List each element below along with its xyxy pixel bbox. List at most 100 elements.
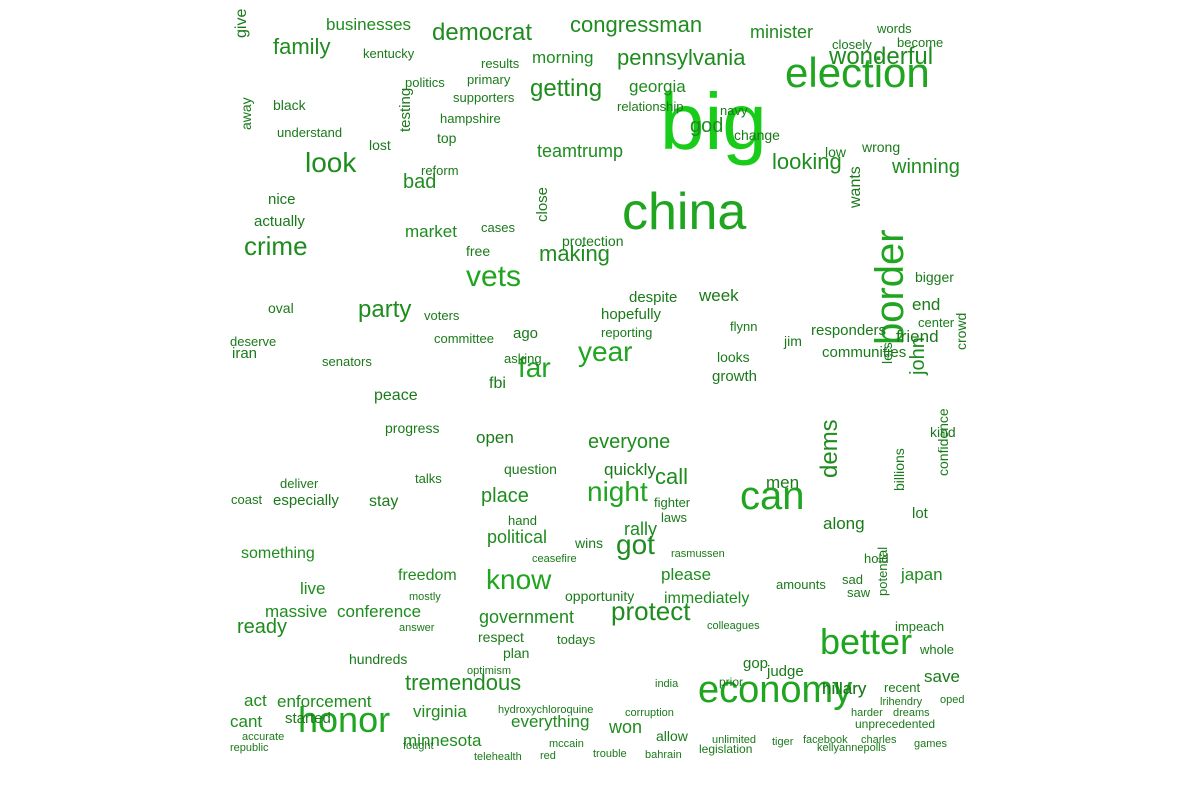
word-actually: actually [254,213,305,231]
word-stay: stay [369,493,399,511]
word-responders: responders [811,322,887,340]
word-save: save [924,666,960,686]
word-big: big [660,77,767,166]
word-primary: primary [467,71,511,87]
word-charles: charles [861,733,897,746]
word-hampshire: hampshire [440,110,501,126]
word-hillary: hillary [822,678,867,698]
word-republic: republic [230,741,269,754]
word-talks: talks [415,470,442,486]
word-saw: saw [847,584,871,600]
word-fighter: fighter [654,494,691,510]
word-ceasefire: ceasefire [532,552,577,565]
word-japan: japan [901,564,943,584]
word-corruption: corruption [625,706,674,719]
word-wins: wins [575,535,604,552]
word-deserve: deserve [230,333,277,349]
word-crime: crime [244,230,308,261]
word-games: games [914,737,948,750]
word-protection: protection [562,233,624,250]
word-iran: iran [232,345,258,363]
word-closely: closely [832,36,872,52]
word-respect: respect [478,629,524,646]
word-low: low [825,144,847,161]
word-words: words [877,20,912,36]
word-unlimited: unlimited [712,733,757,746]
word-politics: politics [405,74,445,90]
word-nice: nice [268,191,296,209]
word-far: far [518,352,551,384]
word-enforcement: enforcement [277,691,372,711]
word-teamtrump: teamtrump [537,140,624,161]
word-whole: whole [920,641,954,657]
word-better: better [820,621,913,663]
word-navy: navy [720,102,748,118]
word-government: government [479,606,575,627]
word-week: week [699,285,739,305]
word-harder: harder [851,706,883,719]
word-tiger: tiger [772,735,794,748]
word-political: political [487,526,548,547]
word-fbi: fbi [489,375,506,393]
word-hydroxychloroquine: hydroxychloroquine [498,703,594,716]
word-family: family [273,34,331,60]
word-party: party [358,295,412,323]
word-change: change [734,127,780,144]
word-quickly: quickly [604,459,656,479]
word-kind: kind [930,424,956,441]
word-red: red [540,749,556,762]
word-look: look [305,147,357,179]
word-colleagues: colleagues [707,619,760,632]
word-understand: understand [277,124,343,140]
word-answer: answer [399,621,435,634]
word-top: top [437,130,457,147]
word-hand: hand [508,512,537,528]
word-lrihendry: lrihendry [880,695,923,708]
word-wonderful: wonderful [829,42,934,70]
word-act: act [244,690,267,710]
word-impeach: impeach [895,618,945,634]
word-ready: ready [237,616,288,638]
word-year: year [578,336,633,368]
word-businesses: businesses [326,14,412,34]
word-rally: rally [624,518,658,539]
word-deliver: deliver [280,475,319,491]
word-relationship: relationship [617,98,684,114]
word-results: results [481,55,520,71]
word-facebook: facebook [803,733,848,746]
word-flynn: flynn [730,318,758,334]
word-optimism: optimism [467,664,512,677]
word-looks: looks [717,349,750,366]
word-mccain: mccain [549,737,584,750]
word-telehealth: telehealth [474,750,522,763]
word-along: along [823,513,865,533]
word-making: making [539,241,610,267]
word-allow: allow [656,728,688,745]
word-jim: jim [784,333,802,350]
word-todays: todays [557,631,596,647]
word-give: give [233,8,250,38]
word-crowd: crowd [953,312,969,350]
word-unprecedented: unprecedented [855,716,936,731]
word-vets: vets [466,259,522,293]
word-gop: gop [743,655,769,673]
word-cant: cant [230,711,263,731]
word-especially: especially [273,492,339,510]
word-testing: testing [397,87,414,132]
word-close: close [534,186,551,222]
word-congressman: congressman [570,12,703,38]
word-night: night [587,476,648,508]
word-conference: conference [337,601,422,621]
word-confidence: confidence [935,408,951,476]
word-everyone: everyone [588,431,671,453]
word-everything: everything [511,711,590,731]
word-become: become [897,34,944,50]
word-accurate: accurate [242,730,285,743]
word-dems: dems [816,419,843,478]
word-india: india [655,677,679,690]
word-georgia: georgia [629,76,686,96]
word-economy: economy [698,668,853,711]
word-please: please [661,564,712,584]
word-asking: asking [504,350,542,366]
word-senators: senators [322,353,372,369]
